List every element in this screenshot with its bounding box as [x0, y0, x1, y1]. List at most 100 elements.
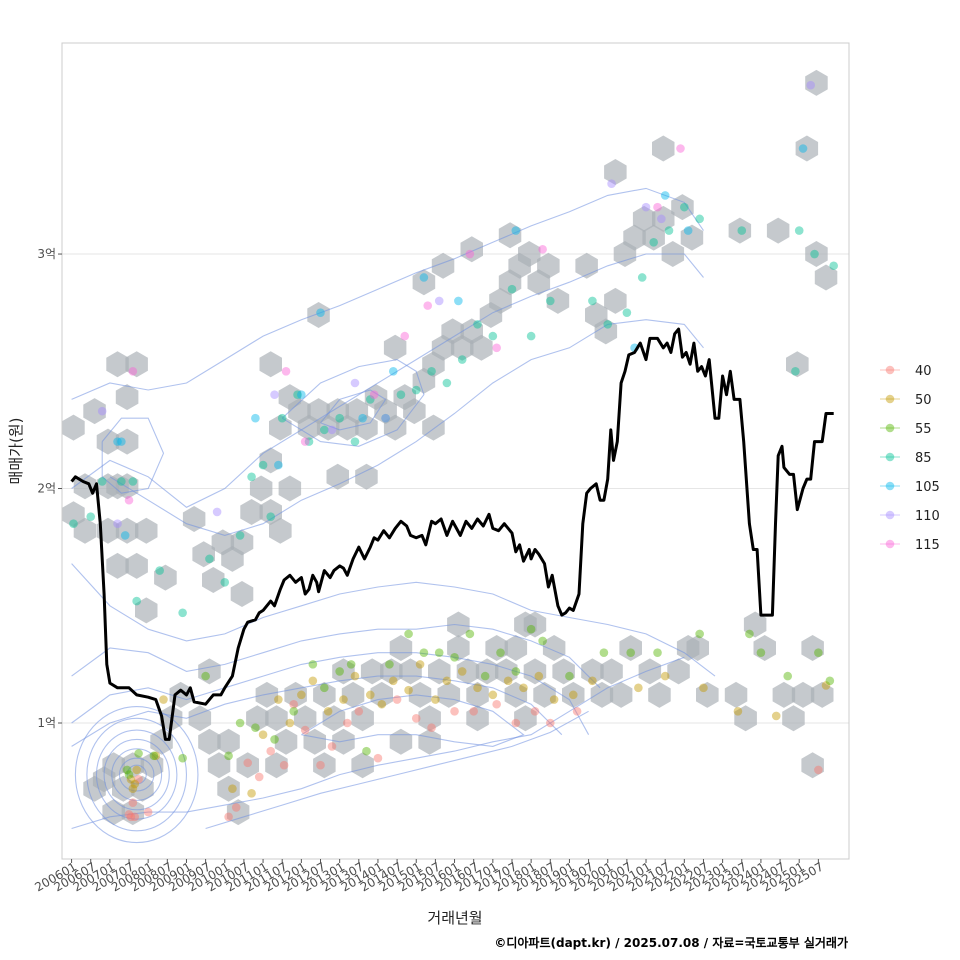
data-point-55 [419, 648, 429, 657]
data-point-55 [653, 648, 662, 657]
hexbin [313, 681, 336, 708]
hexbin [259, 499, 282, 525]
data-point-55 [783, 671, 793, 681]
data-point-110 [270, 390, 279, 400]
hexbin [495, 658, 518, 685]
data-point-55 [565, 671, 574, 681]
data-point-85 [97, 477, 107, 486]
data-point-50 [151, 751, 161, 761]
data-point-55 [450, 653, 459, 662]
data-point-40 [392, 695, 402, 704]
data-point-40 [243, 758, 253, 768]
hexbin [648, 681, 671, 708]
data-point-85 [220, 578, 230, 587]
hexbin [537, 252, 560, 279]
data-point-110 [806, 80, 816, 90]
hexbin [753, 635, 776, 661]
density-contour [205, 710, 589, 830]
y-axis-ticks: 1억 2억 3억 [37, 247, 62, 730]
data-point-115 [676, 144, 685, 153]
hexbin [106, 351, 129, 378]
hexbin [734, 705, 757, 732]
data-point-40 [411, 714, 421, 723]
data-point-50 [128, 784, 138, 793]
data-point-105 [316, 308, 325, 317]
hexbin [418, 728, 441, 755]
data-point-55 [496, 648, 505, 657]
legend-entry: 55 [880, 422, 932, 437]
hexbin [594, 318, 618, 345]
data-point-55 [756, 648, 766, 657]
hexbin [786, 351, 809, 378]
data-point-55 [122, 765, 132, 775]
hexbin [217, 775, 240, 802]
data-point-40 [128, 798, 138, 808]
hexbin [73, 517, 97, 544]
hexbin [801, 752, 824, 779]
data-point-110 [641, 202, 651, 212]
data-point-40 [254, 772, 264, 782]
hexbin [652, 205, 675, 232]
hexbin [255, 681, 279, 708]
hexbin [642, 224, 665, 251]
legend-label: 85 [915, 451, 932, 466]
data-point-55 [434, 648, 444, 657]
hexbin [62, 501, 85, 528]
data-point-110 [434, 296, 444, 306]
data-point-85 [637, 273, 647, 282]
hexbin [341, 681, 365, 708]
hexbin [351, 752, 374, 779]
hexbin [125, 351, 148, 378]
hexbin [652, 135, 675, 162]
hexbin [115, 428, 139, 455]
data-point-40 [814, 765, 823, 775]
density-contour-ring [103, 738, 170, 811]
data-point-50 [258, 730, 268, 740]
data-point-110 [212, 507, 222, 517]
hexbin [552, 658, 575, 685]
data-point-55 [825, 676, 835, 686]
hexbin [600, 658, 623, 685]
hexbin [269, 517, 292, 544]
hexbin [795, 135, 819, 162]
hexbin [437, 681, 461, 708]
data-point-40 [231, 803, 241, 812]
y-tick-label: 1억 [37, 716, 56, 730]
data-point-40 [450, 706, 459, 716]
hexbin [632, 205, 656, 232]
data-point-85 [791, 366, 800, 376]
legend-label: 40 [915, 364, 932, 379]
data-point-85 [411, 385, 421, 395]
hexbin [514, 705, 537, 732]
density-contour-ring [126, 764, 147, 785]
hexbin [249, 475, 273, 502]
data-point-110 [113, 519, 122, 528]
data-point-85 [442, 378, 452, 388]
legend-key-point [885, 539, 895, 549]
density-contour-ring [86, 717, 188, 832]
data-point-55 [289, 706, 298, 716]
hexbin [814, 264, 838, 291]
data-point-50 [297, 690, 306, 700]
data-point-50 [228, 784, 237, 793]
legend-entry: 50 [880, 393, 932, 408]
data-point-110 [607, 179, 616, 188]
hexbin [246, 705, 269, 732]
hexbin [403, 398, 426, 425]
data-point-85 [128, 477, 138, 486]
data-point-105 [388, 366, 398, 376]
data-point-50 [126, 774, 136, 784]
data-point-105 [798, 144, 808, 153]
hexbin [115, 517, 139, 544]
hexbin [680, 224, 704, 251]
hexbin [724, 681, 748, 708]
hexbin [447, 635, 470, 661]
hexbin [466, 705, 489, 732]
data-point-55 [511, 667, 521, 676]
density-contour [71, 187, 704, 400]
density-contour-ring [111, 748, 163, 801]
hexbin [293, 705, 317, 732]
hexbin [355, 463, 378, 490]
density-contour-ring [74, 706, 199, 844]
hexbin [542, 635, 566, 661]
